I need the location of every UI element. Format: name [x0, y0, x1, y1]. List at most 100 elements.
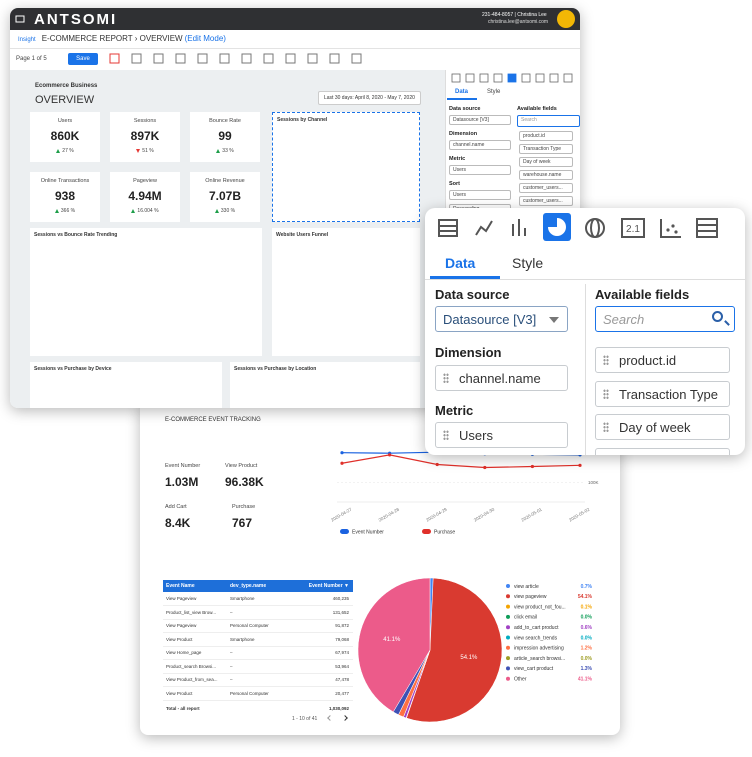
- toolbar-icon: [351, 53, 362, 64]
- field-chip[interactable]: product.id: [519, 131, 573, 141]
- legend-dot: [506, 656, 510, 661]
- toolbar-icon: [263, 53, 274, 64]
- search-icon: [712, 311, 723, 322]
- kpi-label: Online Transactions: [40, 178, 90, 184]
- divider: [585, 284, 586, 455]
- data-popover: 2.1 Data Style Data source Datasource [V3] D…: [425, 208, 745, 455]
- tab-underline: [447, 98, 477, 100]
- tab[interactable]: Data: [455, 89, 469, 95]
- x-tick-label: 2020-04-27: [330, 507, 353, 523]
- column-header[interactable]: Event Name: [166, 583, 195, 589]
- breadcrumb-root[interactable]: Insight: [18, 37, 36, 43]
- legend-dot: [506, 645, 510, 650]
- point: [340, 451, 344, 455]
- column-header[interactable]: Event Number ▼: [308, 583, 349, 589]
- tab[interactable]: Style: [512, 255, 544, 271]
- chip-text: Transaction Type: [619, 386, 718, 402]
- top-bar: [10, 8, 580, 30]
- metric-chip[interactable]: Users: [435, 422, 568, 448]
- field-chip[interactable]: Day of week: [595, 414, 730, 440]
- pie-slice: [357, 577, 431, 713]
- point: [578, 463, 582, 467]
- trend-arrow: [214, 209, 219, 213]
- scorecard-icon-label: 2.1: [626, 224, 640, 235]
- toolbar-icon: [153, 53, 164, 64]
- drag-handle: [443, 373, 449, 383]
- field-chip[interactable]: product.id: [595, 347, 730, 373]
- chart-type-icons: 2.1: [438, 213, 718, 241]
- x-tick-label: 2020-04-29: [425, 507, 448, 523]
- kpi-value: 938: [54, 189, 76, 203]
- kpi-label: Sessions: [133, 118, 157, 124]
- field-label: Metric: [435, 403, 474, 418]
- kpi-label: Users: [57, 118, 73, 124]
- legend-label: view search_trends: [514, 635, 558, 641]
- legend-dot: [506, 584, 510, 588]
- x-tick-label: 2020-04-28: [378, 507, 401, 523]
- kpi-label: Online Revenue: [205, 178, 245, 184]
- field-chip[interactable]: Transaction Type: [519, 144, 573, 154]
- tab[interactable]: Data: [445, 255, 476, 271]
- drag-handle: [603, 355, 609, 365]
- toolbar-icon: [307, 53, 318, 64]
- kpi-card: Bounce Rate 99 33 %: [190, 112, 260, 162]
- kpi-label: Add Cart: [165, 504, 187, 510]
- table-cell: Product_list_view Brow...: [166, 609, 217, 615]
- trend-arrow: [131, 209, 136, 213]
- column-header[interactable]: dev_type.name: [230, 583, 267, 589]
- row-divider: [163, 699, 353, 701]
- card-title: Sessions vs Purchase by Device: [34, 366, 112, 372]
- legend-value: 0.6%: [581, 625, 593, 631]
- table-cell: View Product: [166, 636, 193, 642]
- legend-label: click email: [514, 615, 537, 621]
- legend-dot: [506, 625, 510, 630]
- field-chip[interactable]: customer_users...: [519, 196, 573, 206]
- field-chip[interactable]: warehouse.name: [519, 170, 573, 180]
- kpi-label: Pageview: [133, 178, 157, 184]
- legend-dot: [506, 676, 510, 681]
- table-cell: Personal Computer: [230, 690, 269, 696]
- legend-value: 0.1%: [581, 604, 593, 610]
- panel-title: E-COMMERCE EVENT TRACKING: [165, 417, 261, 423]
- dimension-chip[interactable]: channel.name: [449, 140, 511, 150]
- search-icon-handle: [724, 320, 730, 326]
- report-title: OVERVIEW: [35, 94, 95, 106]
- funnel-card: Website Users Funnel: [272, 228, 420, 356]
- table-cell: 460,235: [332, 596, 349, 601]
- legend-label: impression advertising: [514, 646, 564, 652]
- kpi-card: Pageview 4.94M 16.004 %: [110, 172, 180, 222]
- event-charts: 100K 2020-04-27 2020-04-28 2020-04-29 2020-0…: [330, 450, 599, 723]
- save-button[interactable]: Save: [68, 53, 98, 65]
- metric-chip[interactable]: Users: [449, 165, 511, 175]
- field-label: Data source: [449, 106, 481, 112]
- search-box[interactable]: Search: [517, 115, 580, 127]
- chart-type-icon: [507, 73, 517, 83]
- table-cell: View Home_page: [166, 650, 202, 655]
- drag-handle: [603, 388, 609, 399]
- kpi-card: Users 860K 27 %: [30, 112, 100, 162]
- page-selector[interactable]: Page 1 of 5: [16, 56, 47, 62]
- field-chip[interactable]: customer_users...: [519, 183, 573, 193]
- date-range[interactable]: Last 30 days: April 8, 2020 - May 7, 202…: [318, 91, 421, 105]
- chart-type-icon: [451, 73, 461, 83]
- breadcrumb: Insight E-COMMERCE REPORT › OVERVIEW (Edit…: [18, 34, 226, 43]
- pie-slice: [406, 577, 503, 723]
- kpi-value: 4.94M: [128, 189, 162, 203]
- select-text: Datasource [V3]: [443, 312, 537, 327]
- search-box[interactable]: Search: [595, 306, 735, 332]
- select[interactable]: Datasource [V3]: [449, 115, 511, 125]
- point: [435, 462, 439, 467]
- field-chip[interactable]: Transaction Type: [595, 380, 730, 407]
- channel-card: Sessions by Channel: [272, 112, 420, 222]
- tab[interactable]: Style: [487, 89, 501, 95]
- trend-arrow: [216, 149, 221, 153]
- field-label: Dimension: [449, 131, 478, 137]
- legend-label: view product_not_fou...: [514, 604, 566, 610]
- x-tick-label: 2020-05-01: [520, 507, 543, 523]
- select[interactable]: Datasource [V3]: [435, 306, 568, 332]
- select[interactable]: Users: [449, 190, 511, 200]
- field-chip[interactable]: Day of week: [519, 157, 573, 167]
- legend-label: view_cart product: [514, 666, 554, 672]
- field-label: Data source: [435, 287, 510, 302]
- dimension-chip[interactable]: channel.name: [435, 365, 568, 391]
